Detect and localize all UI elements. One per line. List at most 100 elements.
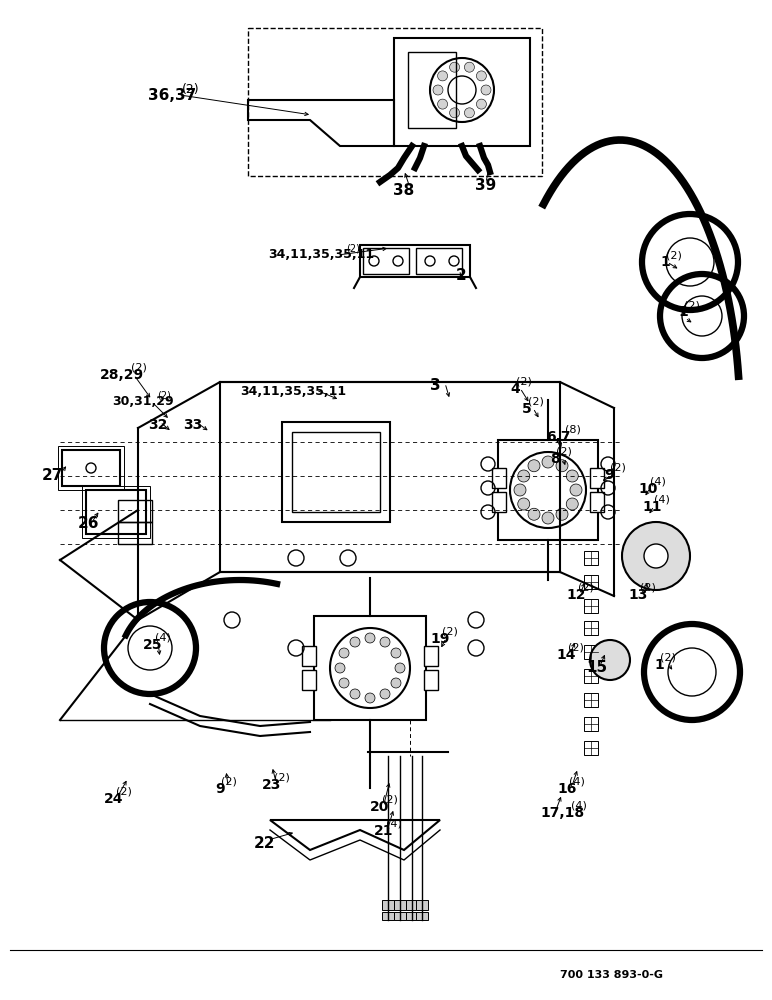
Polygon shape (394, 912, 406, 920)
Text: (2): (2) (641, 583, 656, 593)
Text: 13: 13 (628, 588, 648, 602)
Text: 24: 24 (104, 792, 124, 806)
Circle shape (391, 678, 401, 688)
Text: 27: 27 (42, 468, 63, 483)
Text: 1: 1 (678, 305, 688, 319)
Text: (2): (2) (442, 627, 459, 637)
Polygon shape (406, 900, 418, 910)
Text: (4): (4) (650, 477, 666, 487)
Text: (2): (2) (578, 583, 594, 593)
Text: 9: 9 (215, 782, 225, 796)
Polygon shape (394, 900, 406, 910)
Circle shape (339, 648, 349, 658)
Circle shape (566, 470, 578, 482)
Polygon shape (382, 900, 394, 910)
Text: (4): (4) (387, 819, 402, 829)
Text: (2): (2) (131, 363, 147, 373)
Text: 36,37: 36,37 (148, 88, 196, 103)
Circle shape (350, 689, 360, 699)
Circle shape (476, 71, 486, 81)
Text: (2): (2) (222, 777, 237, 787)
Text: 14: 14 (556, 648, 575, 662)
Polygon shape (492, 468, 506, 488)
Circle shape (570, 484, 582, 496)
Text: (2): (2) (382, 795, 398, 805)
Circle shape (644, 544, 668, 568)
Circle shape (465, 62, 475, 72)
Text: 12: 12 (566, 588, 585, 602)
Text: 28,29: 28,29 (100, 368, 144, 382)
Text: 3: 3 (430, 378, 441, 393)
Text: 22: 22 (254, 836, 276, 851)
Text: 39: 39 (475, 178, 496, 193)
Text: (2): (2) (117, 787, 132, 797)
Text: 15: 15 (586, 660, 607, 675)
Text: 38: 38 (393, 183, 415, 198)
Circle shape (365, 693, 375, 703)
Circle shape (528, 460, 540, 472)
Polygon shape (416, 900, 428, 910)
Text: 33: 33 (183, 418, 202, 432)
Text: 11: 11 (642, 500, 662, 514)
Text: 1: 1 (660, 255, 670, 269)
Circle shape (590, 640, 630, 680)
Polygon shape (424, 646, 438, 666)
Circle shape (380, 637, 390, 647)
Text: (4): (4) (571, 801, 587, 811)
Text: (4): (4) (155, 633, 171, 643)
Circle shape (542, 456, 554, 468)
Circle shape (380, 689, 390, 699)
Text: 1: 1 (654, 658, 664, 672)
Text: (2): (2) (568, 643, 584, 653)
Text: 23: 23 (262, 778, 281, 792)
Text: (8): (8) (564, 425, 581, 435)
Text: 26: 26 (78, 516, 100, 531)
Text: 16: 16 (557, 782, 577, 796)
Circle shape (476, 99, 486, 109)
Circle shape (395, 663, 405, 673)
Text: 700 133 893-0-G: 700 133 893-0-G (560, 970, 663, 980)
Text: 17,18: 17,18 (540, 806, 584, 820)
Text: 20: 20 (370, 800, 389, 814)
Text: 6,7: 6,7 (546, 430, 571, 444)
Circle shape (556, 460, 568, 472)
Text: 21: 21 (374, 824, 394, 838)
Text: 19: 19 (430, 632, 449, 646)
Circle shape (350, 637, 360, 647)
Circle shape (339, 678, 349, 688)
Text: (2): (2) (157, 390, 171, 400)
Text: 5: 5 (522, 402, 532, 416)
Circle shape (481, 85, 491, 95)
Circle shape (433, 85, 443, 95)
Text: (2): (2) (660, 653, 676, 663)
Polygon shape (492, 492, 506, 512)
Circle shape (365, 633, 375, 643)
Text: (2): (2) (346, 243, 360, 253)
Text: (2): (2) (556, 447, 572, 457)
Text: (4): (4) (570, 777, 585, 787)
Polygon shape (406, 912, 418, 920)
Polygon shape (590, 492, 604, 512)
Circle shape (449, 62, 459, 72)
Circle shape (542, 512, 554, 524)
Text: 10: 10 (638, 482, 658, 496)
Circle shape (449, 108, 459, 118)
Text: (2): (2) (274, 773, 290, 783)
Polygon shape (302, 646, 316, 666)
Circle shape (518, 470, 530, 482)
Text: (2): (2) (516, 377, 532, 387)
Text: 30,31,29: 30,31,29 (112, 395, 174, 408)
Text: 34,11,35,35,11: 34,11,35,35,11 (240, 385, 346, 398)
Polygon shape (382, 912, 394, 920)
Text: 9: 9 (604, 468, 614, 482)
Text: 8: 8 (550, 452, 560, 466)
Text: (2): (2) (528, 397, 544, 407)
Circle shape (465, 108, 475, 118)
Circle shape (438, 71, 448, 81)
Polygon shape (416, 912, 428, 920)
Circle shape (556, 508, 568, 520)
Text: 34,11,35,35,11: 34,11,35,35,11 (268, 248, 374, 261)
Text: 32: 32 (148, 418, 168, 432)
Text: (2): (2) (182, 83, 200, 96)
Circle shape (528, 508, 540, 520)
